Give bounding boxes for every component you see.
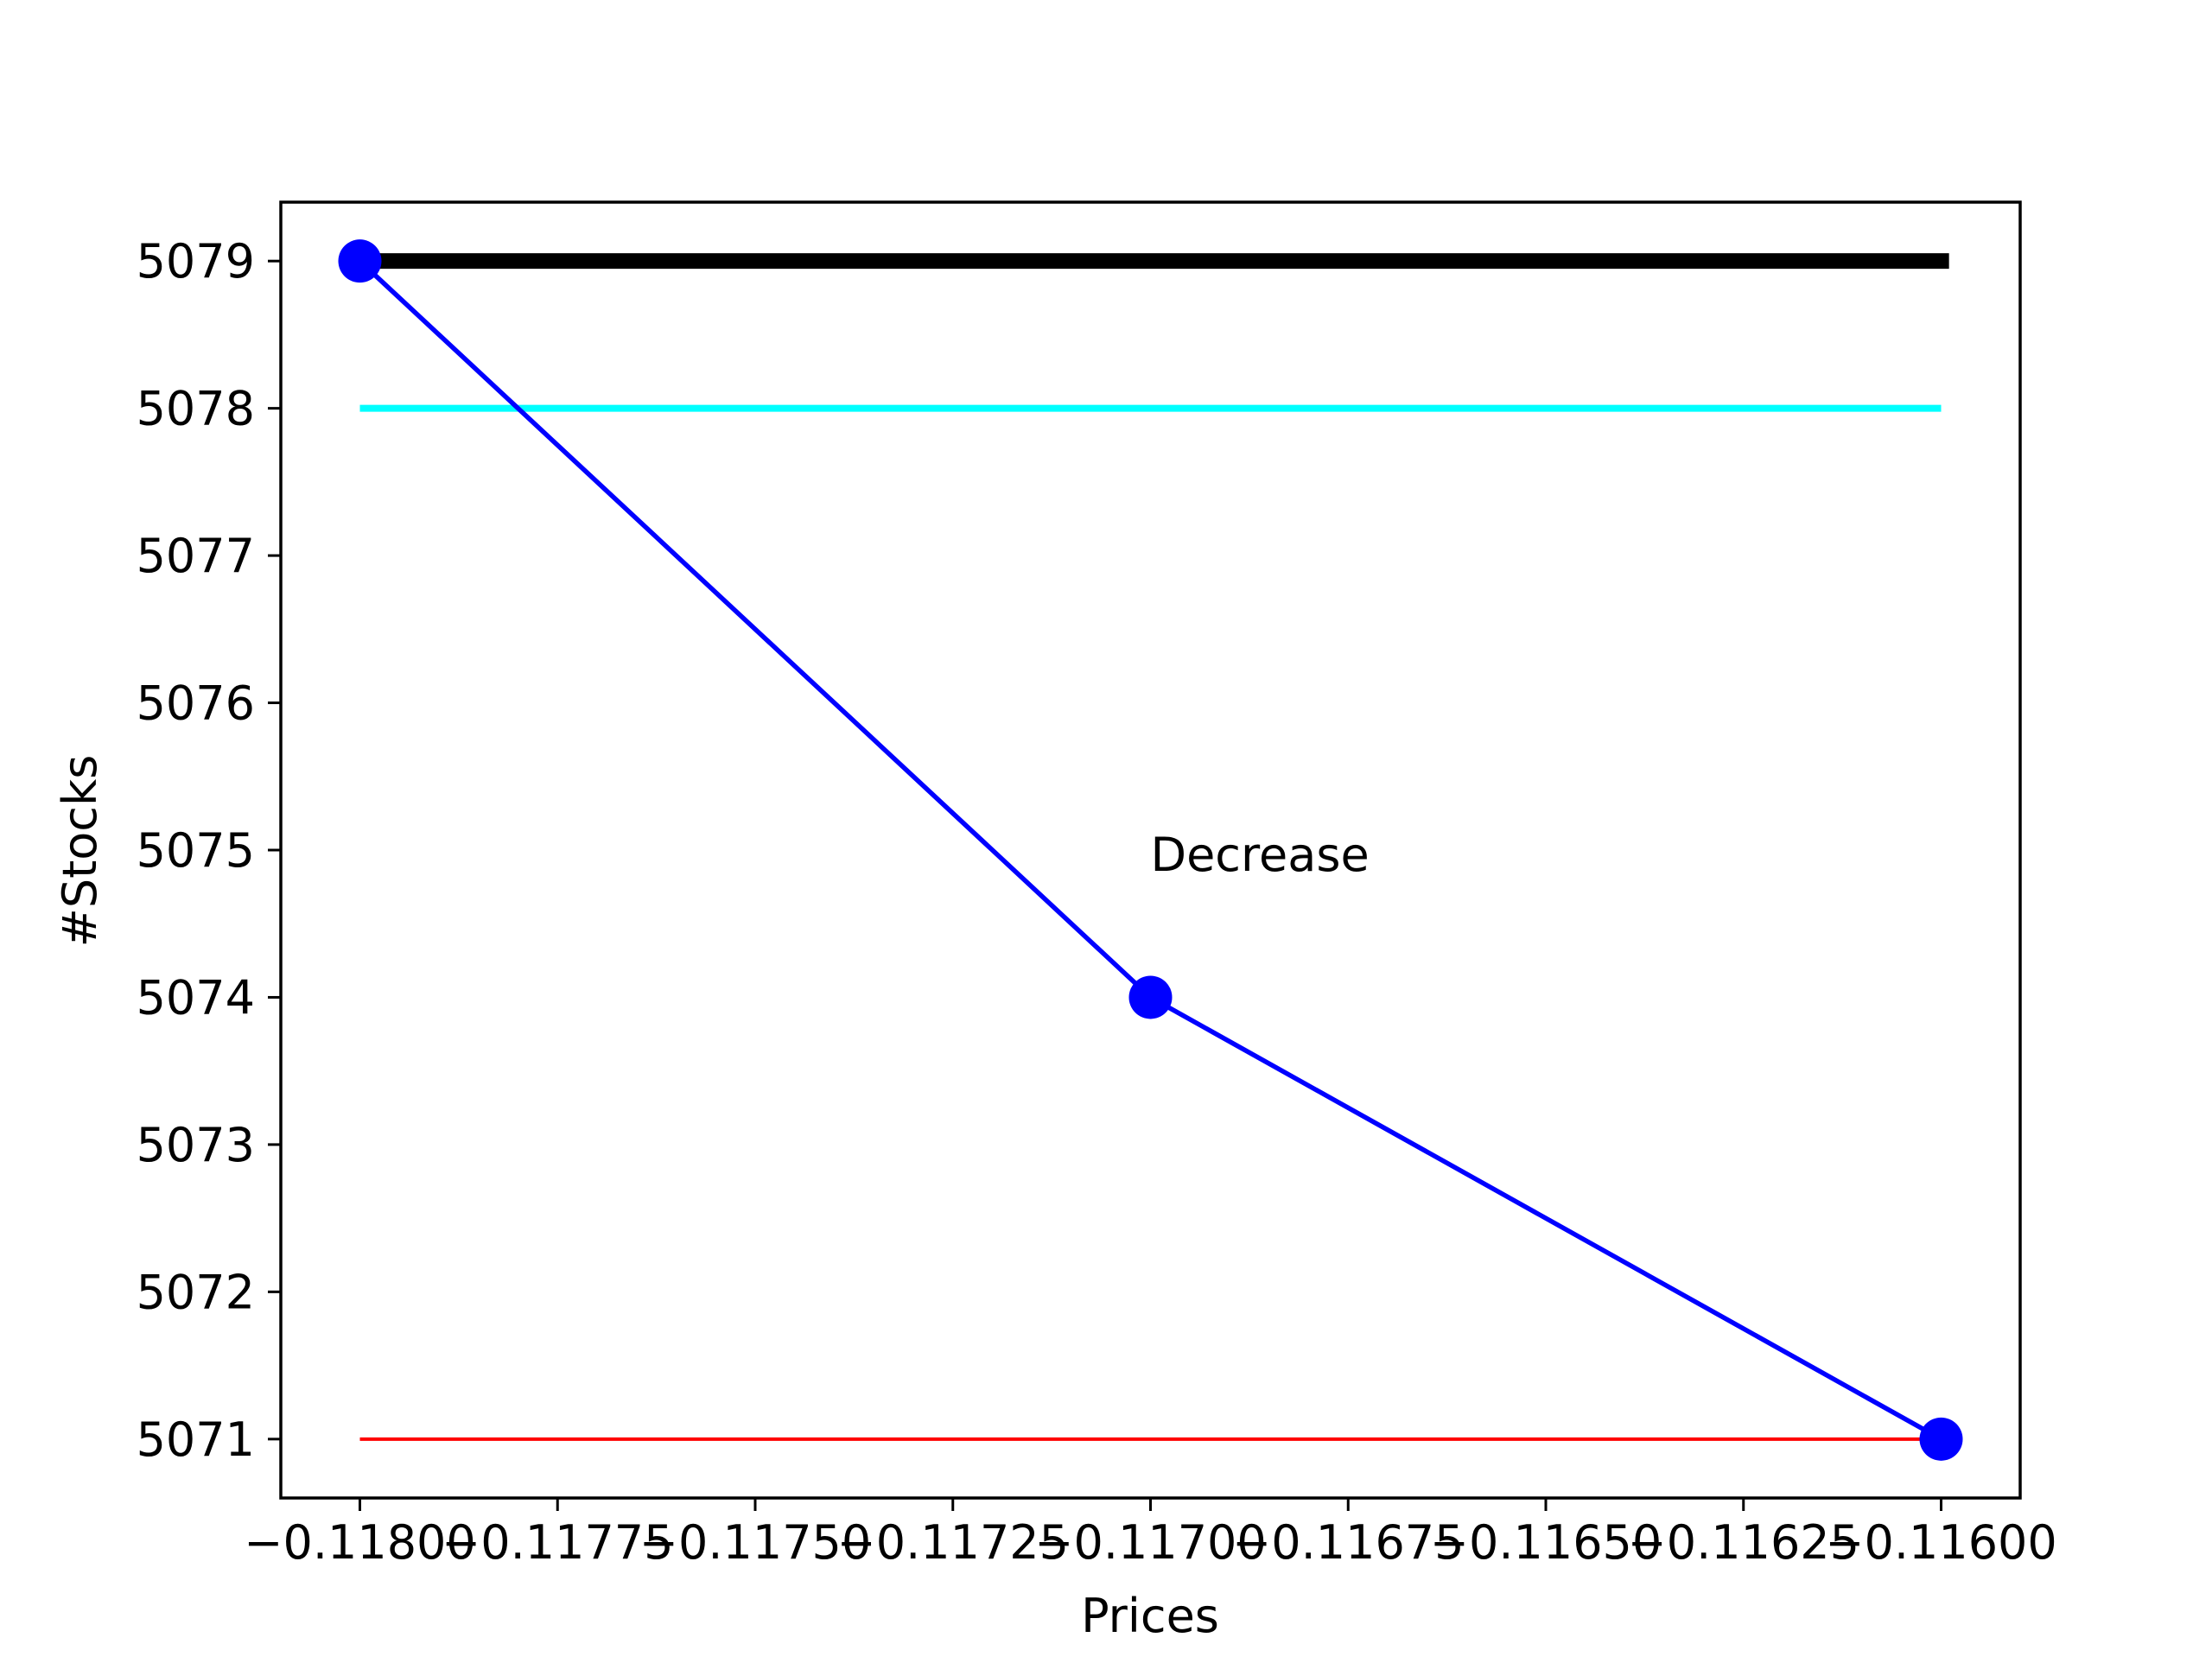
y-axis: 5071 5072 5073 5074 5075 5076 5077 5078 5079 xyxy=(137,234,281,1467)
y-tick-label-4: 5075 xyxy=(137,823,255,878)
x-tick-label-2: −0.11750 xyxy=(639,1515,872,1570)
x-tick-label-8: −0.11600 xyxy=(1825,1515,2057,1570)
plot-content: Decrease xyxy=(338,239,1963,1461)
x-axis-label: Prices xyxy=(1081,1589,1219,1643)
data-point-0-0 xyxy=(338,239,382,283)
y-tick-label-3: 5074 xyxy=(137,970,255,1025)
x-tick-label-4: −0.11700 xyxy=(1034,1515,1267,1570)
x-tick-label-5: −0.11675 xyxy=(1232,1515,1465,1570)
x-tick-label-7: −0.11625 xyxy=(1627,1515,1859,1570)
data-point-0-1 xyxy=(1128,975,1173,1019)
y-tick-label-5: 5076 xyxy=(137,676,255,731)
y-tick-label-8: 5079 xyxy=(137,234,255,289)
x-tick-label-3: −0.11725 xyxy=(836,1515,1069,1570)
y-axis-label: #Stocks xyxy=(53,755,107,948)
x-tick-label-0: −0.11800 xyxy=(244,1515,476,1570)
data-point-0-2 xyxy=(1919,1417,1963,1461)
y-tick-label-0: 5071 xyxy=(137,1412,255,1467)
x-tick-label-1: −0.11775 xyxy=(442,1515,674,1570)
y-tick-label-1: 5072 xyxy=(137,1265,255,1319)
annotation-0: Decrease xyxy=(1151,828,1370,882)
x-axis: −0.11800−0.11775−0.11750−0.11725−0.11700… xyxy=(244,1498,2057,1570)
y-tick-label-7: 5078 xyxy=(137,382,255,436)
y-tick-label-2: 5073 xyxy=(137,1118,255,1172)
y-tick-label-6: 5077 xyxy=(137,529,255,583)
x-tick-label-6: −0.11650 xyxy=(1430,1515,1662,1570)
